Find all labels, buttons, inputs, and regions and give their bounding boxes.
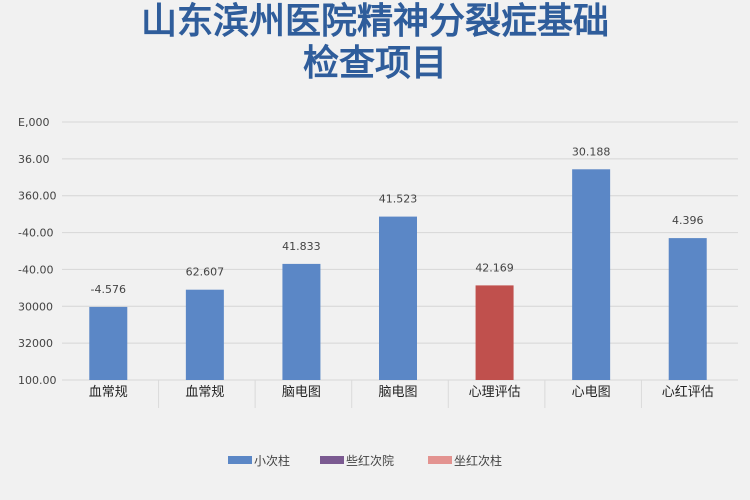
- bar: [668, 238, 707, 380]
- y-tick-label: 360.00: [18, 190, 57, 203]
- x-tick-label: 心理评估: [469, 385, 521, 400]
- bar-value-label: 4.396: [672, 214, 704, 227]
- x-tick-label: 心电图: [572, 385, 611, 400]
- bar: [379, 216, 417, 380]
- bar: [282, 263, 321, 380]
- bar-value-label: -4.576: [91, 283, 126, 296]
- x-tick-label: 脑电图: [282, 385, 321, 400]
- y-tick-label: 32000: [18, 337, 53, 350]
- x-tick-label: 心红评估: [662, 384, 714, 400]
- legend-swatch: [320, 456, 344, 464]
- bar: [89, 306, 128, 380]
- bar-value-label: 42.169: [475, 261, 514, 274]
- bar-value-label: 41.523: [379, 193, 418, 206]
- y-tick-label: E,000: [18, 116, 49, 129]
- legend-label: 些红次院: [346, 453, 394, 468]
- x-tick-label: 血常规: [185, 385, 224, 400]
- bar: [185, 289, 224, 380]
- chart-title-line-2: 检查项目: [302, 43, 447, 84]
- x-tick-label: 脑电图: [378, 385, 417, 400]
- legend-swatch: [228, 456, 252, 464]
- legend-swatch: [428, 456, 452, 464]
- y-tick-label: 100.00: [18, 374, 57, 387]
- legend-label: 坐红次柱: [454, 453, 502, 468]
- bar-value-label: 30.188: [572, 145, 611, 158]
- chart-title-line-1: 山东滨州医院精神分裂症基础: [140, 1, 609, 42]
- y-tick-label: 30000: [18, 300, 53, 313]
- bar: [475, 285, 514, 380]
- bar-value-label: 62.607: [186, 266, 225, 279]
- y-tick-label: -40.00: [18, 263, 53, 276]
- x-tick-label: 血常规: [89, 385, 128, 400]
- bar: [572, 169, 611, 380]
- bar-value-label: 41.833: [282, 240, 321, 253]
- legend-label: 小次柱: [254, 453, 290, 468]
- y-tick-label: 36.00: [18, 153, 50, 166]
- y-tick-label: -40.00: [18, 227, 53, 240]
